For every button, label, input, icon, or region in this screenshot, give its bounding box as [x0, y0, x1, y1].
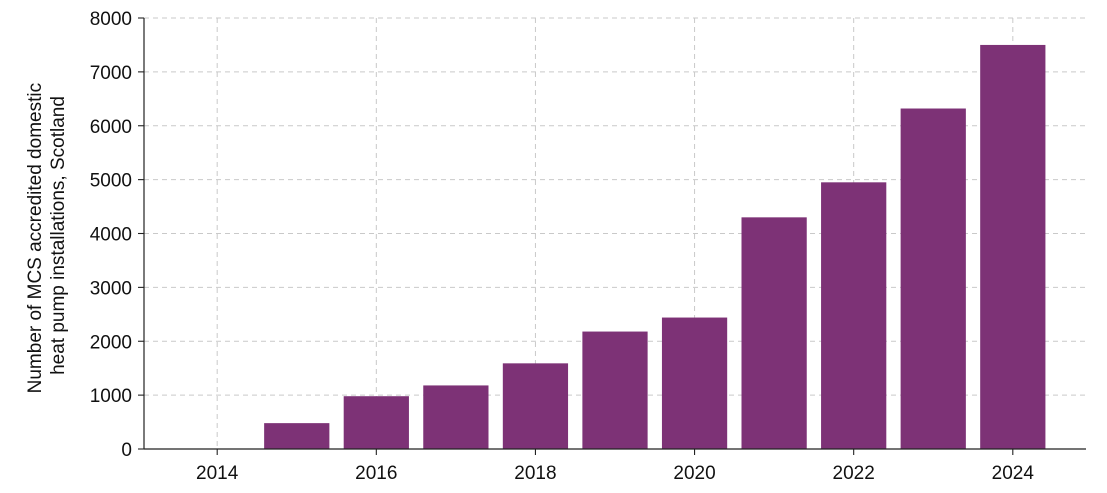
y-tick-label-8000: 8000: [90, 9, 132, 30]
bar-2019: [582, 331, 648, 449]
x-tick-label-2018: 2018: [514, 463, 556, 484]
bar-2021: [741, 217, 807, 449]
y-tick-label-3000: 3000: [90, 278, 132, 299]
x-tick-label-2022: 2022: [833, 463, 875, 484]
y-axis-label-line-2: heat pump installations, Scotland: [48, 96, 69, 375]
y-tick-label-0: 0: [121, 440, 132, 461]
bar-2023: [900, 108, 966, 449]
bar-2018: [502, 363, 569, 449]
x-tick-label-2024: 2024: [992, 463, 1035, 484]
bar-2020: [661, 317, 728, 449]
y-tick-label-1000: 1000: [90, 386, 132, 407]
y-tick-label-5000: 5000: [90, 171, 132, 192]
y-tick-label-6000: 6000: [90, 117, 132, 138]
axis-ticks: 0 1000 2000 3000 4000 5000 6000 7000 8000 2014 201…: [90, 9, 1035, 484]
x-tick-label-2016: 2016: [355, 463, 397, 484]
y-axis-label: Number of MCS accredited domestic heat p…: [25, 78, 69, 394]
bar-2017: [423, 385, 489, 449]
x-tick-label-2014: 2014: [196, 463, 239, 484]
grid-lines: [144, 17, 1086, 449]
y-tick-label-7000: 7000: [90, 63, 132, 84]
y-tick-label-2000: 2000: [90, 332, 132, 353]
bar-2016: [343, 396, 409, 449]
bar-2015: [264, 423, 330, 449]
bar-series: [264, 44, 1046, 449]
bar-2022: [821, 182, 887, 449]
y-axis-label-line-1: Number of MCS accredited domestic: [25, 83, 46, 393]
x-tick-label-2020: 2020: [673, 463, 715, 484]
y-tick-label-4000: 4000: [90, 225, 132, 246]
bar-2024: [980, 44, 1046, 449]
